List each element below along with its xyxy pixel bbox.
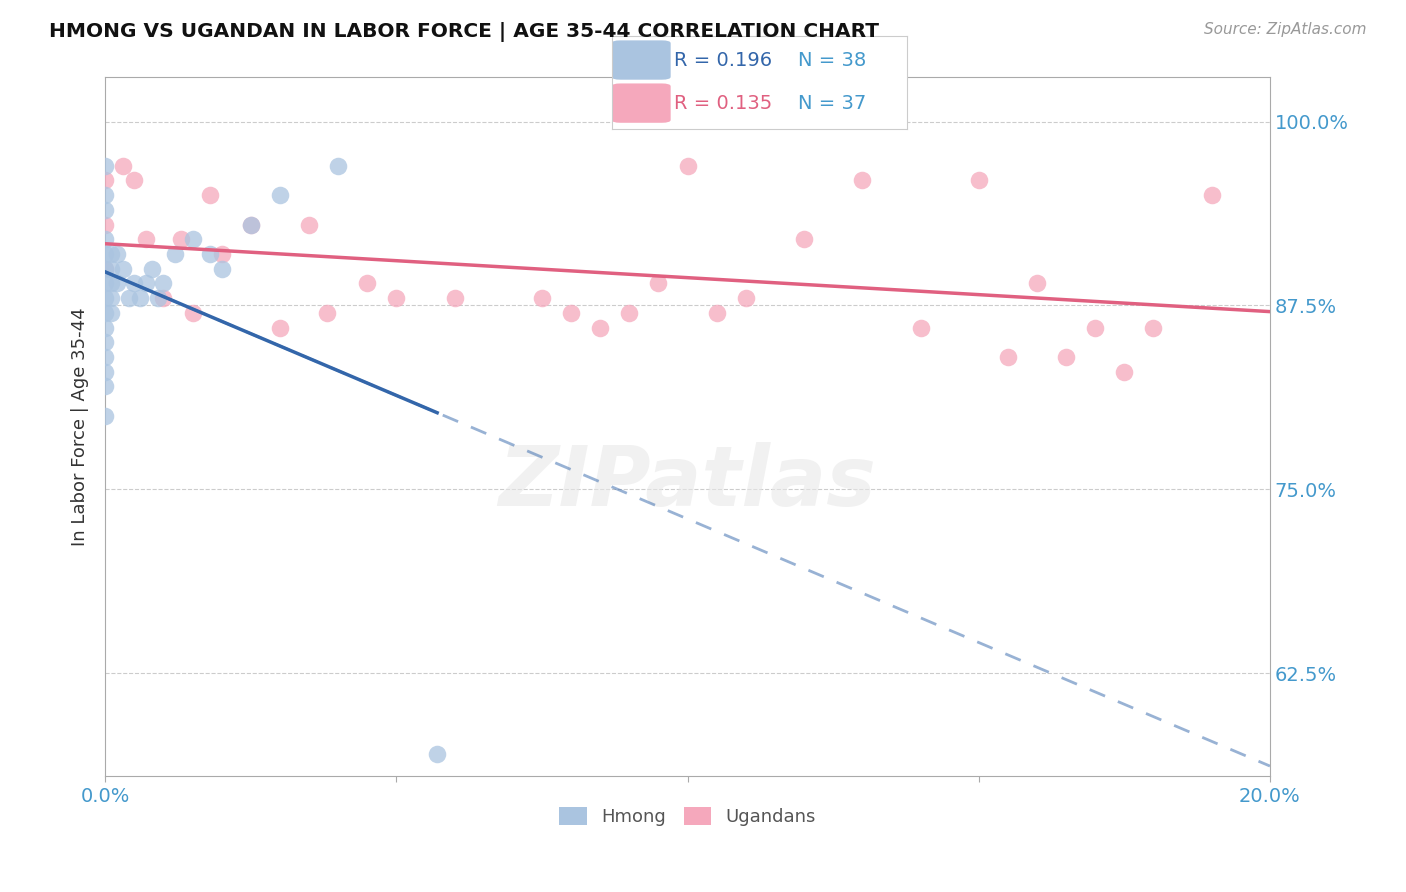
Point	[1084, 320, 1107, 334]
Point	[111, 159, 134, 173]
Point	[269, 188, 291, 202]
Point	[269, 320, 291, 334]
Point	[146, 291, 169, 305]
Point	[152, 291, 174, 305]
Point	[1114, 365, 1136, 379]
Point	[94, 232, 117, 246]
Point	[1142, 320, 1164, 334]
Point	[94, 202, 117, 217]
Point	[793, 232, 815, 246]
Point	[100, 306, 122, 320]
Text: HMONG VS UGANDAN IN LABOR FORCE | AGE 35-44 CORRELATION CHART: HMONG VS UGANDAN IN LABOR FORCE | AGE 35…	[49, 22, 879, 42]
Point	[181, 232, 204, 246]
Point	[94, 247, 117, 261]
Text: R = 0.135: R = 0.135	[673, 94, 772, 112]
Point	[94, 409, 117, 423]
Point	[967, 173, 990, 187]
Point	[1026, 277, 1049, 291]
FancyBboxPatch shape	[612, 84, 671, 123]
Point	[129, 291, 152, 305]
Point	[619, 306, 641, 320]
Point	[94, 173, 117, 187]
Legend: Hmong, Ugandans: Hmong, Ugandans	[553, 800, 823, 833]
Point	[94, 218, 117, 232]
Point	[152, 277, 174, 291]
Point	[198, 247, 221, 261]
Point	[94, 365, 117, 379]
Point	[356, 277, 378, 291]
Point	[170, 232, 193, 246]
Point	[105, 277, 128, 291]
Point	[1201, 188, 1223, 202]
Point	[94, 261, 117, 276]
Y-axis label: In Labor Force | Age 35-44: In Labor Force | Age 35-44	[72, 308, 89, 546]
Point	[211, 261, 233, 276]
Point	[94, 320, 117, 334]
Point	[135, 277, 157, 291]
Point	[589, 320, 612, 334]
Point	[706, 306, 728, 320]
Point	[198, 188, 221, 202]
Text: Source: ZipAtlas.com: Source: ZipAtlas.com	[1204, 22, 1367, 37]
Point	[734, 291, 756, 305]
Text: ZIPatlas: ZIPatlas	[499, 442, 876, 524]
Point	[117, 291, 139, 305]
Point	[94, 306, 117, 320]
Point	[181, 306, 204, 320]
Point	[94, 335, 117, 350]
Point	[997, 350, 1019, 364]
Point	[328, 159, 350, 173]
Point	[676, 159, 699, 173]
Point	[239, 218, 262, 232]
Point	[1054, 350, 1077, 364]
Point	[94, 188, 117, 202]
Point	[443, 291, 465, 305]
Point	[94, 261, 117, 276]
Point	[239, 218, 262, 232]
Point	[94, 159, 117, 173]
Point	[100, 247, 122, 261]
Point	[100, 277, 122, 291]
Point	[165, 247, 187, 261]
Point	[141, 261, 163, 276]
FancyBboxPatch shape	[612, 40, 671, 79]
Point	[910, 320, 932, 334]
Point	[124, 173, 146, 187]
Text: N = 37: N = 37	[797, 94, 866, 112]
Point	[94, 277, 117, 291]
Text: R = 0.196: R = 0.196	[673, 51, 772, 70]
Point	[111, 261, 134, 276]
Point	[135, 232, 157, 246]
Point	[560, 306, 582, 320]
Point	[426, 747, 449, 761]
Point	[315, 306, 337, 320]
Point	[851, 173, 873, 187]
Point	[100, 261, 122, 276]
Point	[94, 350, 117, 364]
Point	[211, 247, 233, 261]
Point	[105, 247, 128, 261]
Text: N = 38: N = 38	[797, 51, 866, 70]
Point	[94, 379, 117, 393]
Point	[385, 291, 408, 305]
Point	[124, 277, 146, 291]
Point	[100, 291, 122, 305]
Point	[298, 218, 321, 232]
Point	[647, 277, 669, 291]
Point	[94, 291, 117, 305]
Point	[530, 291, 553, 305]
